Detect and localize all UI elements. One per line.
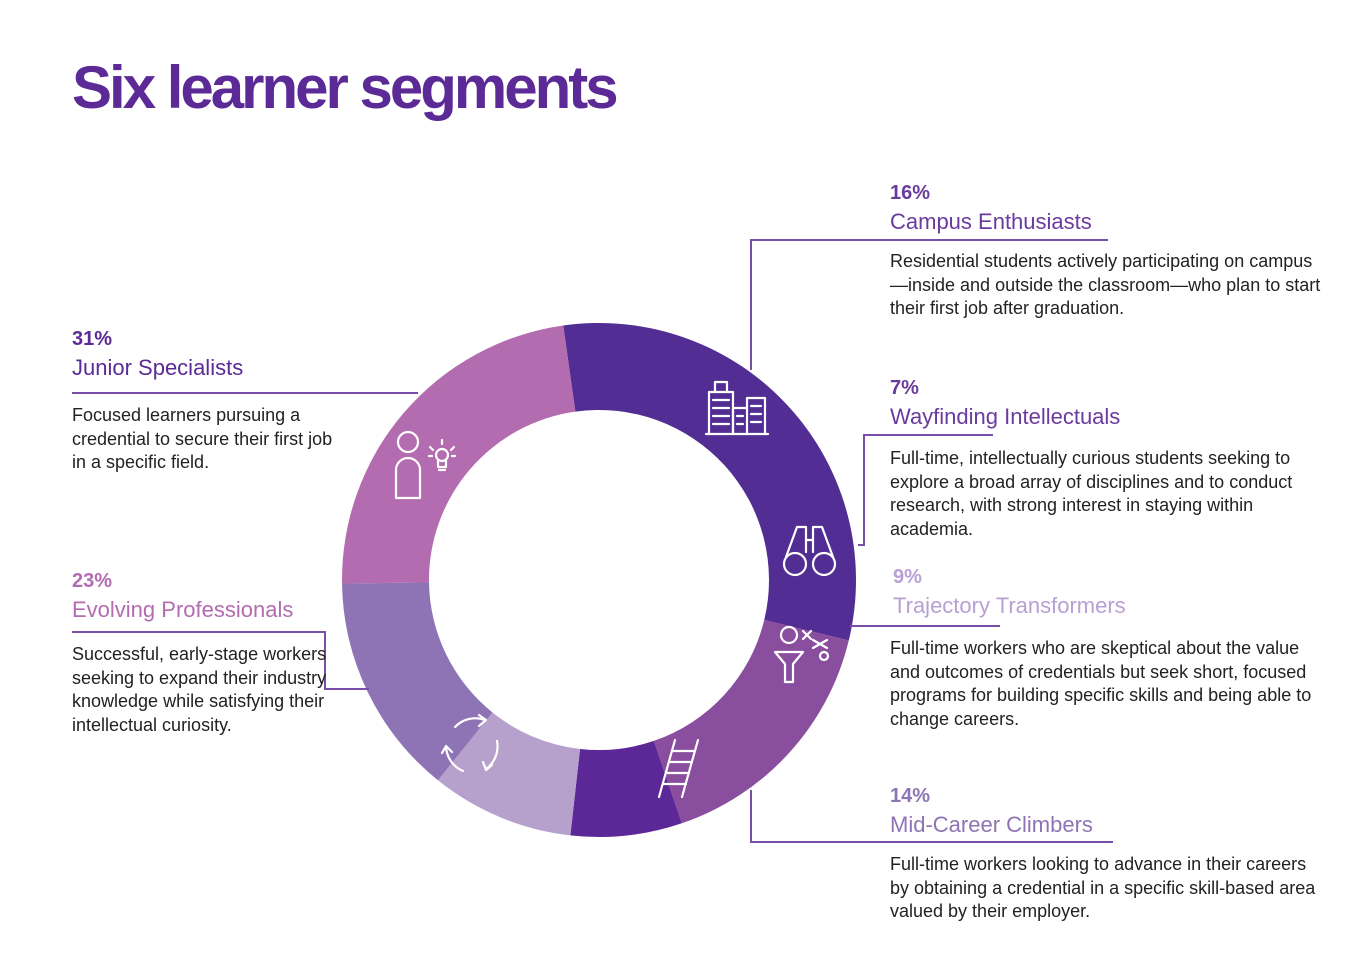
segment-mid-career-climbers: 14% Mid-Career Climbers Full-time worker… xyxy=(890,785,1315,921)
donut-slice-junior-specialists xyxy=(563,322,857,641)
segment-wayfinding-intellectuals: 7% Wayfinding Intellectuals Full-time, i… xyxy=(890,377,1292,539)
donut-slice-campus-enthusiasts xyxy=(653,619,849,824)
slice-icons xyxy=(394,380,837,799)
person-strategy-icon xyxy=(773,625,830,684)
segment-campus-enthusiasts: 16% Campus Enthusiasts Residential stude… xyxy=(890,182,1320,318)
binoculars-icon xyxy=(782,525,837,577)
segment-percent: 31% xyxy=(72,328,113,350)
leader-campus-enthusiasts xyxy=(750,239,1108,370)
donut-slice-trajectory-transformers xyxy=(437,712,581,836)
segment-name: Trajectory Transformers xyxy=(893,593,1126,618)
segment-description: Focused learners pursuing a credential t… xyxy=(72,405,333,472)
person-lightbulb-icon xyxy=(394,430,457,500)
segment-name: Campus Enthusiasts xyxy=(890,209,1092,234)
leader-evolving-professionals xyxy=(72,631,369,690)
segment-description: Full-time workers who are skeptical abou… xyxy=(890,638,1312,729)
segment-name: Mid-Career Climbers xyxy=(890,812,1093,837)
leader-lines xyxy=(72,239,1113,843)
segment-percent: 14% xyxy=(890,785,931,807)
leader-wayfinding-intellectuals xyxy=(858,434,993,546)
ladder-icon xyxy=(657,738,700,799)
donut-slice-wayfinding-intellectuals xyxy=(570,740,682,838)
segment-junior-specialists: 31% Junior Specialists Focused learners … xyxy=(72,328,332,472)
donut-slices xyxy=(342,322,857,838)
leader-mid-career-climbers xyxy=(750,790,1113,843)
donut-slice-evolving-professionals xyxy=(342,325,576,584)
segment-trajectory-transformers: 9% Trajectory Transformers Full-time wor… xyxy=(890,566,1311,729)
cycle-arrows-icon xyxy=(440,713,499,773)
segment-description: Full-time, intellectually curious studen… xyxy=(890,448,1293,539)
segment-description: Full-time workers looking to advance in … xyxy=(890,854,1316,921)
page-title: Six learner segments xyxy=(72,54,619,121)
donut-slice-mid-career-climbers xyxy=(342,582,493,781)
segment-description: Residential students actively participat… xyxy=(890,251,1321,318)
segment-evolving-professionals: 23% Evolving Professionals Successful, e… xyxy=(72,570,326,735)
segment-name: Junior Specialists xyxy=(72,355,244,380)
segment-name: Wayfinding Intellectuals xyxy=(890,404,1121,429)
city-buildings-icon xyxy=(704,380,770,436)
segment-percent: 9% xyxy=(893,566,922,588)
segment-percent: 16% xyxy=(890,182,931,204)
segment-name: Evolving Professionals xyxy=(72,597,294,622)
segment-description: Successful, early-stage workers seeking … xyxy=(72,644,327,735)
segment-percent: 23% xyxy=(72,570,113,592)
segment-percent: 7% xyxy=(890,377,919,399)
